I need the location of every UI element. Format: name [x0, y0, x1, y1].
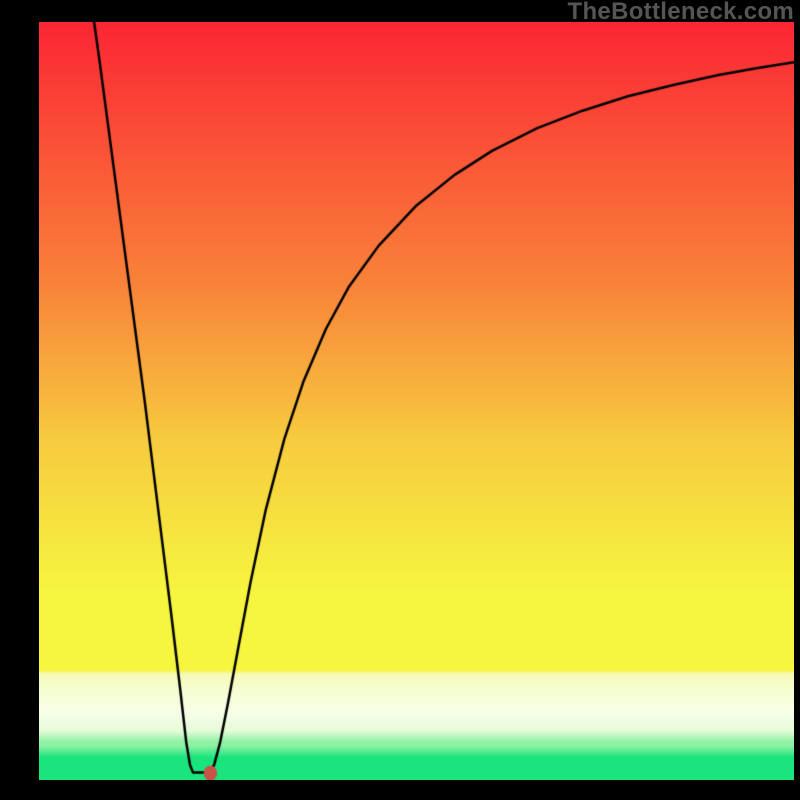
chart-frame: TheBottleneck.com — [0, 0, 800, 800]
watermark-label: TheBottleneck.com — [568, 0, 794, 26]
gradient-curve-chart — [39, 22, 794, 780]
plot-area — [39, 22, 794, 780]
